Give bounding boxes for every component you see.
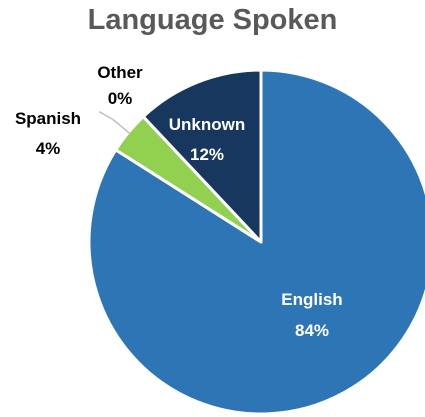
slice-label-other: Other [97, 63, 143, 82]
slice-label-unknown: Unknown [169, 115, 246, 134]
slice-label-spanish: Spanish [15, 109, 81, 128]
slice-label-english: English [281, 290, 342, 309]
slice-value-english: 84% [295, 321, 329, 340]
leader-line-spanish [98, 110, 131, 135]
slice-value-spanish: 4% [36, 139, 61, 158]
pie-slice-english [87, 68, 425, 416]
slice-value-other: 0% [108, 89, 133, 108]
pie-slice-unknown [141, 68, 263, 244]
slice-value-unknown: 12% [190, 145, 224, 164]
chart-title: Language Spoken [87, 4, 338, 36]
